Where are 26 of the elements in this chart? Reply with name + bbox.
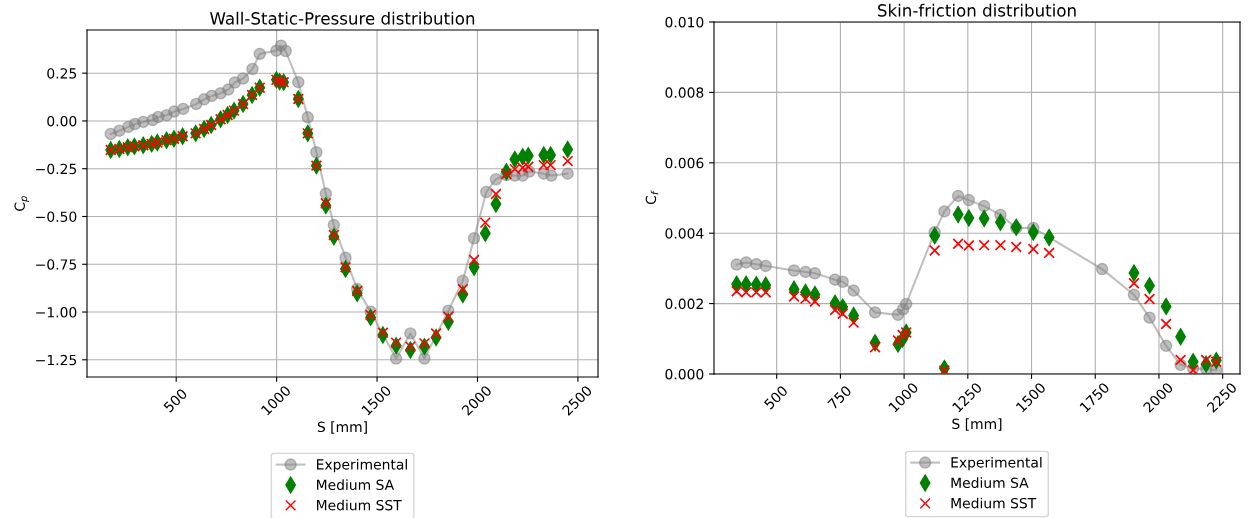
legend-label: Medium SST [317, 499, 402, 511]
x-axis-title: S [mm] [317, 421, 367, 434]
legend-label: Medium SA [317, 479, 395, 491]
x-tick-label: 750 [827, 385, 852, 410]
y-tick-label: −1.00 [36, 307, 77, 318]
legend-label: Medium SA [951, 477, 1029, 489]
x-axis-title: S [mm] [952, 418, 1002, 431]
legend-label: Experimental [317, 458, 407, 473]
chart-title: Wall-Static-Pressure distribution [210, 11, 475, 25]
y-axis-title: C$_{f}$ [645, 190, 659, 205]
y-axis-title: C$_{p}$ [14, 196, 30, 211]
legend-label: Experimental [951, 456, 1042, 471]
y-tick-label: −0.50 [36, 211, 77, 222]
y-tick-label: 0.000 [665, 368, 704, 380]
chart-title: Skin-friction distribution [878, 3, 1076, 17]
y-tick-label: 0.008 [665, 87, 704, 98]
y-tick-label: −0.25 [36, 163, 77, 175]
y-tick-label: −0.75 [36, 259, 77, 270]
y-tick-label: 0.004 [665, 228, 704, 239]
y-tick-label: 0.25 [47, 68, 77, 79]
legend-label: Medium SST [951, 497, 1037, 509]
y-tick-label: 0.006 [665, 157, 704, 169]
y-tick-label: 0.010 [665, 16, 704, 28]
y-tick-label: 0.00 [47, 115, 77, 127]
y-tick-label: −1.25 [36, 354, 77, 366]
y-tick-label: 0.002 [665, 298, 703, 310]
